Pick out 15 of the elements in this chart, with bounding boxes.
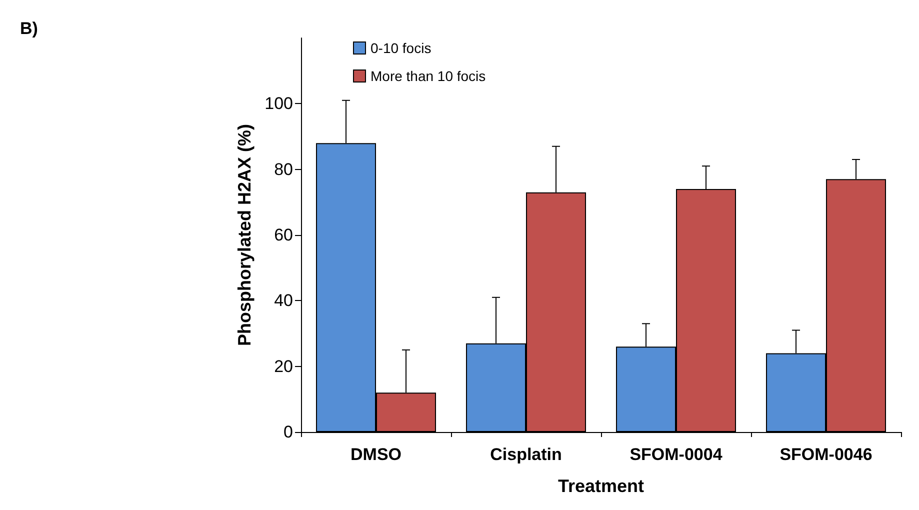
y-tick-label: 0 bbox=[284, 422, 293, 442]
legend-label: More than 10 focis bbox=[370, 68, 486, 84]
text: B) bbox=[20, 19, 38, 38]
y-tick-label: 40 bbox=[274, 291, 293, 310]
y-tick-label: 20 bbox=[274, 356, 293, 376]
x-tick-label: Cisplatin bbox=[490, 445, 562, 464]
x-tick-label: DMSO bbox=[350, 445, 402, 464]
x-tick-label: SFOM-0004 bbox=[630, 445, 723, 464]
y-tick-label: 100 bbox=[264, 94, 293, 114]
y-axis-title: Phosphorylated H2AX (%) bbox=[234, 124, 255, 346]
x-axis-title: Treatment bbox=[558, 476, 644, 496]
legend-label: 0-10 focis bbox=[370, 40, 432, 56]
y-tick-label: 80 bbox=[274, 160, 293, 179]
y-tick-label: 60 bbox=[274, 226, 293, 244]
x-tick-label: SFOM-0046 bbox=[780, 445, 872, 464]
